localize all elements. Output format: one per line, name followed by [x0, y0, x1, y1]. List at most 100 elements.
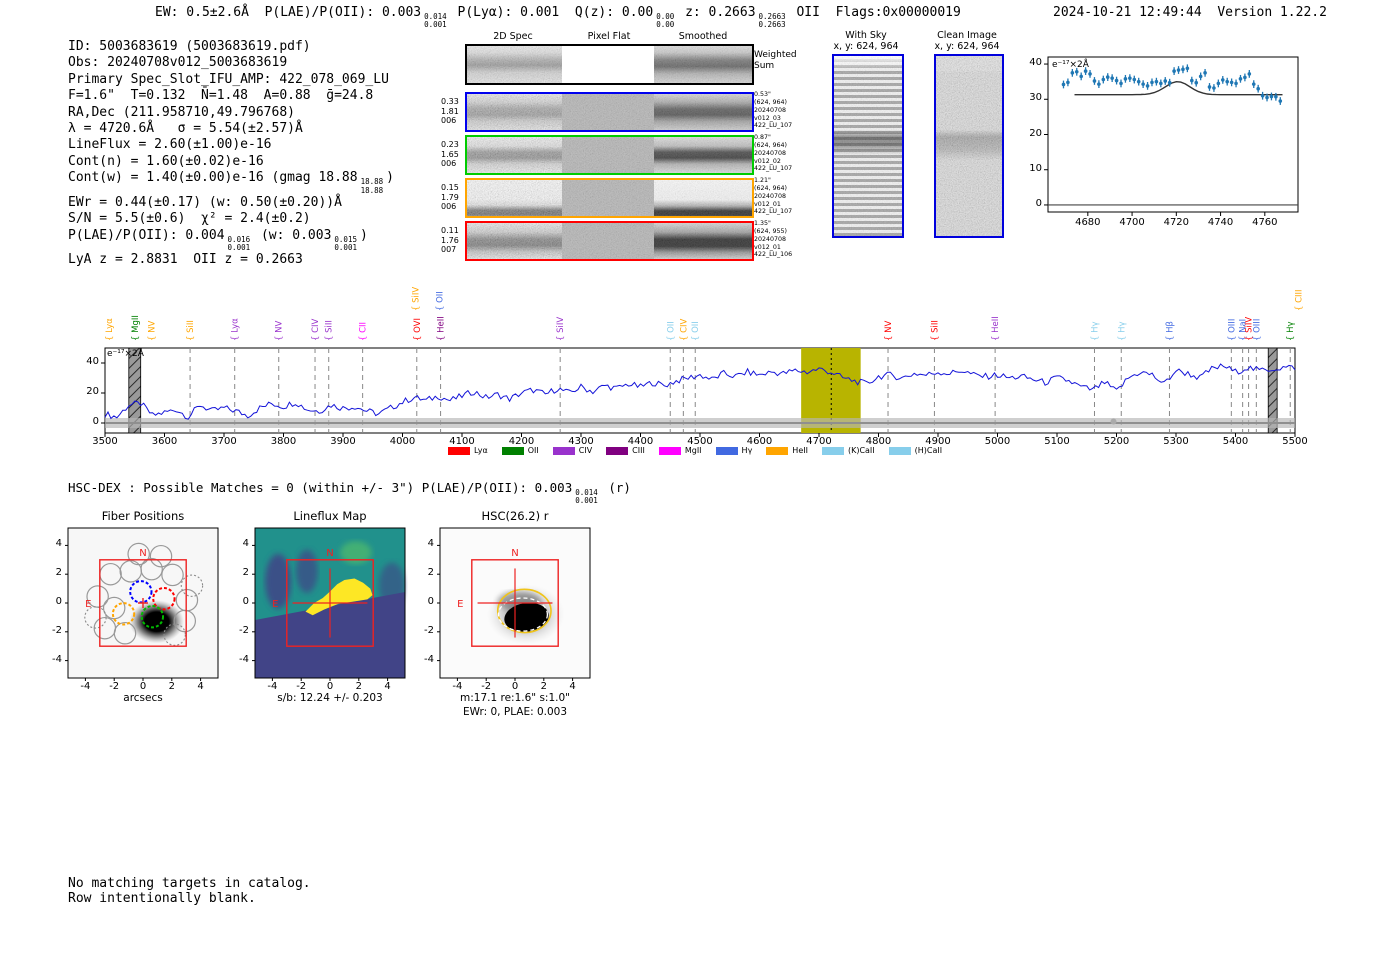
fiber-circle-colored [140, 605, 165, 629]
row-smoothed [654, 137, 752, 173]
legend-swatch [658, 446, 681, 455]
panel-y-tick: 0 [427, 596, 434, 607]
text-segment: LineFlux = 2.60(±1.00)e-16 [68, 137, 272, 153]
stack-top: 0.016 [227, 234, 251, 244]
north-label: N [139, 548, 146, 559]
dark-patch [265, 554, 292, 609]
emission-line-label: { Hγ [1117, 321, 1127, 341]
row-left-line: 0.23 [441, 140, 459, 149]
data-point [1212, 86, 1216, 90]
east-label: E [272, 599, 278, 610]
spec-x-tick-label: 5100 [1044, 436, 1070, 447]
masked-band [128, 347, 142, 434]
footer-line-2: Row intentionally blank. [68, 891, 256, 906]
spec-x-tick-label: 3800 [270, 436, 297, 447]
weighted-2dspec [467, 46, 562, 83]
legend-label: MgII [684, 446, 702, 455]
data-point [1172, 69, 1176, 73]
fit-x-tick-label: 4680 [1075, 217, 1101, 228]
text-segment: Obs: 20240708v012_5003683619 [68, 55, 288, 71]
weighted-sum-row [465, 44, 754, 85]
text-segment: S/N = 5.5(±0.6) χ² = 2.4(±0.2) [68, 211, 311, 227]
spec-x-tick-label: 3500 [92, 436, 118, 447]
data-point [1123, 77, 1128, 81]
emission-line-label: { Hγ [1286, 321, 1296, 341]
stack-bottom: 0.2663 [758, 20, 786, 30]
info-line: ID: 5003683619 (5003683619.pdf) [68, 39, 394, 55]
fiber-xlabel: arcsecs [123, 692, 163, 704]
info-line: LineFlux = 2.60(±1.00)e-16 [68, 137, 394, 153]
fiber-2d-row [465, 221, 754, 261]
legend-item: MgII [658, 446, 702, 455]
row-smoothed-noise [654, 180, 752, 216]
panel-y-tick: -2 [52, 624, 62, 636]
panel-y-tick: 0 [55, 596, 62, 607]
stacked-fraction: 0.2663 0.2663 [758, 12, 786, 30]
legend-item: OII [501, 446, 539, 455]
row-smoothed-noise [654, 223, 752, 259]
gray-marker [1110, 418, 1117, 425]
fiber-panel-title: Fiber Positions [101, 509, 185, 523]
stack-bottom: 0.00 [656, 20, 675, 30]
row-right-labels: 1.35" (624, 955) 20240708 v012_01 422_LU_106 [754, 220, 792, 259]
extraction-box [471, 559, 559, 647]
emission-line-label: { NaI [1239, 319, 1249, 341]
data-point [1159, 81, 1163, 86]
weighted-2dspec-noise [467, 46, 562, 83]
text-segment: ID: 5003683619 (5003683619.pdf) [68, 39, 311, 54]
row-pixelflat-noise [562, 94, 654, 130]
info-line: P(LAE)/P(OII): 0.004 0.016 0.001 (w: 0.003… [68, 228, 394, 253]
data-point [1105, 75, 1110, 79]
text-segment: λ = 4720.6Å σ = 5.54(±2.57)Å [68, 121, 303, 137]
stack-bottom: 0.001 [575, 496, 598, 506]
info-line: RA,Dec (211.958710,49.796768) [68, 105, 394, 121]
text-segment: ) [386, 170, 394, 186]
data-point [1083, 69, 1088, 73]
emission-line-label: { OII [666, 321, 676, 341]
lineflux-blob [305, 578, 373, 616]
data-point [1251, 82, 1256, 86]
panel-x-tick: -2 [296, 681, 307, 692]
panel-y-tick: 2 [242, 567, 249, 579]
center-cross [138, 598, 148, 608]
emission-line-label: { SiII [325, 320, 335, 341]
spec-x-tick-label: 3700 [211, 436, 237, 447]
emission-line-label: { CII [359, 322, 369, 341]
hsc-dex-summary: HSC-DEX : Possible Matches = 0 (within +… [68, 480, 631, 506]
fiber-2d-row [465, 135, 754, 175]
panel-y-tick: 4 [55, 538, 62, 550]
col-header-2dspec: 2D Spec [493, 31, 533, 42]
emission-line-label: { HeII [437, 316, 447, 341]
row-left-line: 0.15 [441, 183, 459, 192]
panel-x-tick: 4 [569, 681, 576, 692]
text-segment: (w: 0.003 [253, 227, 332, 243]
row-right-line: 422_LU_106 [754, 251, 793, 259]
hsc-panel-title: HSC(26.2) r [481, 509, 549, 523]
spec-x-tick-label: 5200 [1103, 436, 1130, 447]
data-point [1088, 72, 1092, 76]
stack-bottom: 0.001 [424, 20, 447, 30]
info-line: F=1.6" T=0.132 N̄=1.48 A=0.88 ḡ=24.8 [68, 88, 394, 104]
legend-label: Hγ [741, 446, 753, 455]
row-smoothed-noise [654, 137, 752, 173]
fiber-circle-gray [149, 544, 173, 568]
fiber-2d-row [465, 178, 754, 218]
text-segment: z: 0.2663 [677, 5, 756, 20]
row-pixelflat [562, 94, 654, 130]
legend-item: CIV [552, 446, 592, 455]
stacked-fraction: 0.015 0.001 [334, 235, 357, 253]
data-point [1066, 80, 1070, 85]
text-segment: Primary Spec_Slot_IFU_AMP: 422_078_069_L… [68, 71, 389, 87]
emission-line-label: { Hβ [1165, 321, 1175, 341]
row-right-line: 20240708 [754, 106, 787, 114]
light-patch [340, 541, 372, 565]
info-line: Cont(n) = 1.60(±0.02)e-16 [68, 154, 394, 170]
panel-x-tick: -4 [80, 681, 91, 692]
spec-x-tick-label: 5000 [984, 436, 1011, 447]
data-point [1150, 80, 1154, 85]
stack-top: 0.014 [424, 12, 447, 21]
fiber-positions-plot: NE [65, 527, 219, 681]
stacked-fraction: 0.014 0.001 [424, 12, 447, 30]
fiber-circle-gray [161, 563, 184, 587]
legend-swatch [606, 446, 629, 455]
